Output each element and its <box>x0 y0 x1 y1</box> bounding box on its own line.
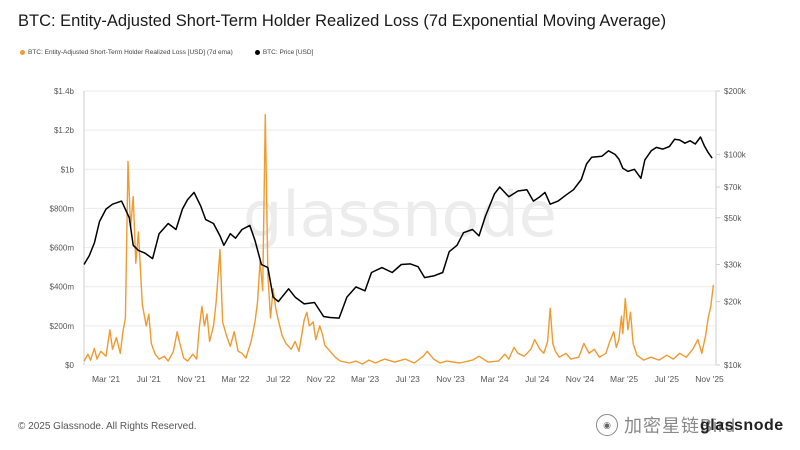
x-tick-label: Jul '23 <box>396 374 421 384</box>
left-tick-label: $400m <box>50 283 75 292</box>
series-layer <box>83 113 715 365</box>
legend-item-price[interactable]: BTC: Price [USD] <box>254 49 314 56</box>
x-tick-label: Jul '24 <box>525 374 550 384</box>
series-price-line <box>83 136 713 319</box>
legend-dot-realized-loss <box>20 50 25 55</box>
right-tick-label: $10k <box>724 361 742 370</box>
right-tick-label: $20k <box>724 298 742 307</box>
x-tick-label: Nov '24 <box>566 374 595 384</box>
x-tick-label: Mar '23 <box>351 374 379 384</box>
legend-item-realized-loss[interactable]: BTC: Entity-Adjusted Short-Term Holder R… <box>20 49 233 56</box>
x-tick-label: Jul '25 <box>655 374 680 384</box>
legend-label-realized-loss: BTC: Entity-Adjusted Short-Term Holder R… <box>28 49 233 56</box>
x-tick-label: Mar '25 <box>610 374 638 384</box>
copyright-footer: © 2025 Glassnode. All Rights Reserved. <box>18 421 197 432</box>
legend-dot-price <box>254 50 260 55</box>
right-tick-label: $70k <box>724 183 742 192</box>
right-tick-label: $30k <box>724 261 742 270</box>
left-tick-label: $1b <box>61 165 75 174</box>
source-watermark: ◉ 加密星链Bird <box>596 412 736 438</box>
x-tick-label: Jul '21 <box>137 374 162 384</box>
x-tick-label: Mar '21 <box>92 374 120 384</box>
series-realized-loss-line <box>83 113 715 365</box>
x-tick-label: Nov '22 <box>307 374 336 384</box>
left-tick-label: $800m <box>50 204 75 213</box>
left-tick-label: $0 <box>65 361 74 370</box>
x-tick-label: Nov '23 <box>436 374 465 384</box>
right-tick-label: $50k <box>724 214 742 223</box>
axes: $0 $200m $400m $600m $800m $1b $1.2b $1.4b $10k $… <box>50 87 747 384</box>
x-tick-label: Jul '22 <box>266 374 291 384</box>
watermark-text: 加密星链Bird <box>624 416 737 436</box>
right-tick-label: $200k <box>724 87 747 96</box>
left-tick-label: $200m <box>50 322 75 331</box>
glassnode-logo: glassnode <box>700 417 784 434</box>
left-tick-label: $600m <box>50 244 75 253</box>
legend-label-price: BTC: Price [USD] <box>262 49 314 56</box>
chart-watermark: glassnode <box>243 178 557 251</box>
x-tick-label: Nov '21 <box>177 374 206 384</box>
legend: BTC: Entity-Adjusted Short-Term Holder R… <box>20 49 313 56</box>
left-tick-label: $1.2b <box>54 126 75 135</box>
gridlines <box>84 90 716 366</box>
x-tick-label: Mar '22 <box>221 374 249 384</box>
left-tick-label: $1.4b <box>54 87 75 96</box>
x-tick-label: Nov '25 <box>695 374 724 384</box>
right-tick-label: $100k <box>724 150 747 159</box>
chart-title: BTC: Entity-Adjusted Short-Term Holder R… <box>18 12 667 30</box>
watermark-badge-icon: ◉ <box>596 414 618 436</box>
x-tick-label: Mar '24 <box>481 374 509 384</box>
